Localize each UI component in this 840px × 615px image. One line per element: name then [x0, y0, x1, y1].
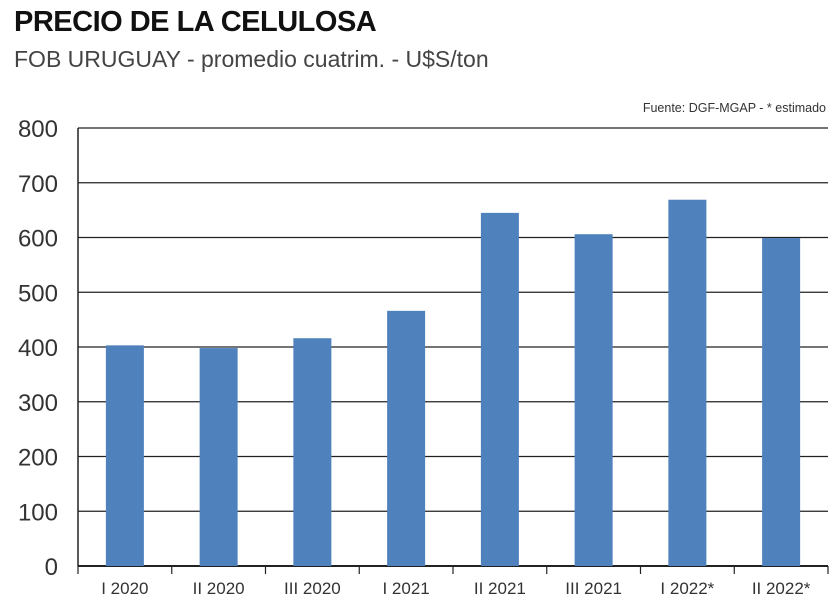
y-tick-label: 0: [45, 554, 58, 581]
bar-7: [762, 238, 801, 567]
y-tick-label: 300: [18, 390, 58, 417]
bar-0: [105, 345, 144, 566]
y-axis-ticks: 0 100 200 300 400 500 600 700 800: [18, 116, 58, 581]
bar-2: [293, 338, 332, 566]
bar-3: [387, 310, 426, 566]
bar-4: [480, 212, 519, 567]
x-tick-label: I 2020: [101, 579, 148, 598]
bar-5: [574, 234, 613, 566]
y-tick-label: 800: [18, 116, 58, 143]
x-tick-label: I 2022*: [660, 579, 714, 598]
x-tick-label: III 2020: [284, 579, 341, 598]
y-tick-label: 200: [18, 445, 58, 472]
y-tick-label: 500: [18, 280, 58, 307]
bar-1: [199, 348, 238, 566]
y-tick-label: 100: [18, 499, 58, 526]
source-note: Fuente: DGF-MGAP - * estimado: [642, 101, 826, 115]
x-tick-label: II 2020: [193, 579, 245, 598]
y-tick-label: 600: [18, 226, 58, 253]
x-tick-label: II 2021: [474, 579, 526, 598]
x-tick-label: III 2021: [565, 579, 622, 598]
chart-title: PRECIO DE LA CELULOSA: [14, 6, 377, 38]
x-axis-ticks: I 2020 II 2020 III 2020 I 2021 II 2021 III 20…: [101, 579, 811, 598]
y-tick-label: 400: [18, 335, 58, 362]
x-tick-label: I 2021: [382, 579, 429, 598]
x-tick-label: II 2022*: [752, 579, 811, 598]
bar-6: [668, 199, 707, 566]
bars: [105, 199, 801, 567]
gridlines: [77, 127, 829, 574]
y-tick-label: 700: [18, 171, 58, 198]
chart-subtitle: FOB URUGUAY - promedio cuatrim. - U$S/to…: [14, 46, 489, 72]
